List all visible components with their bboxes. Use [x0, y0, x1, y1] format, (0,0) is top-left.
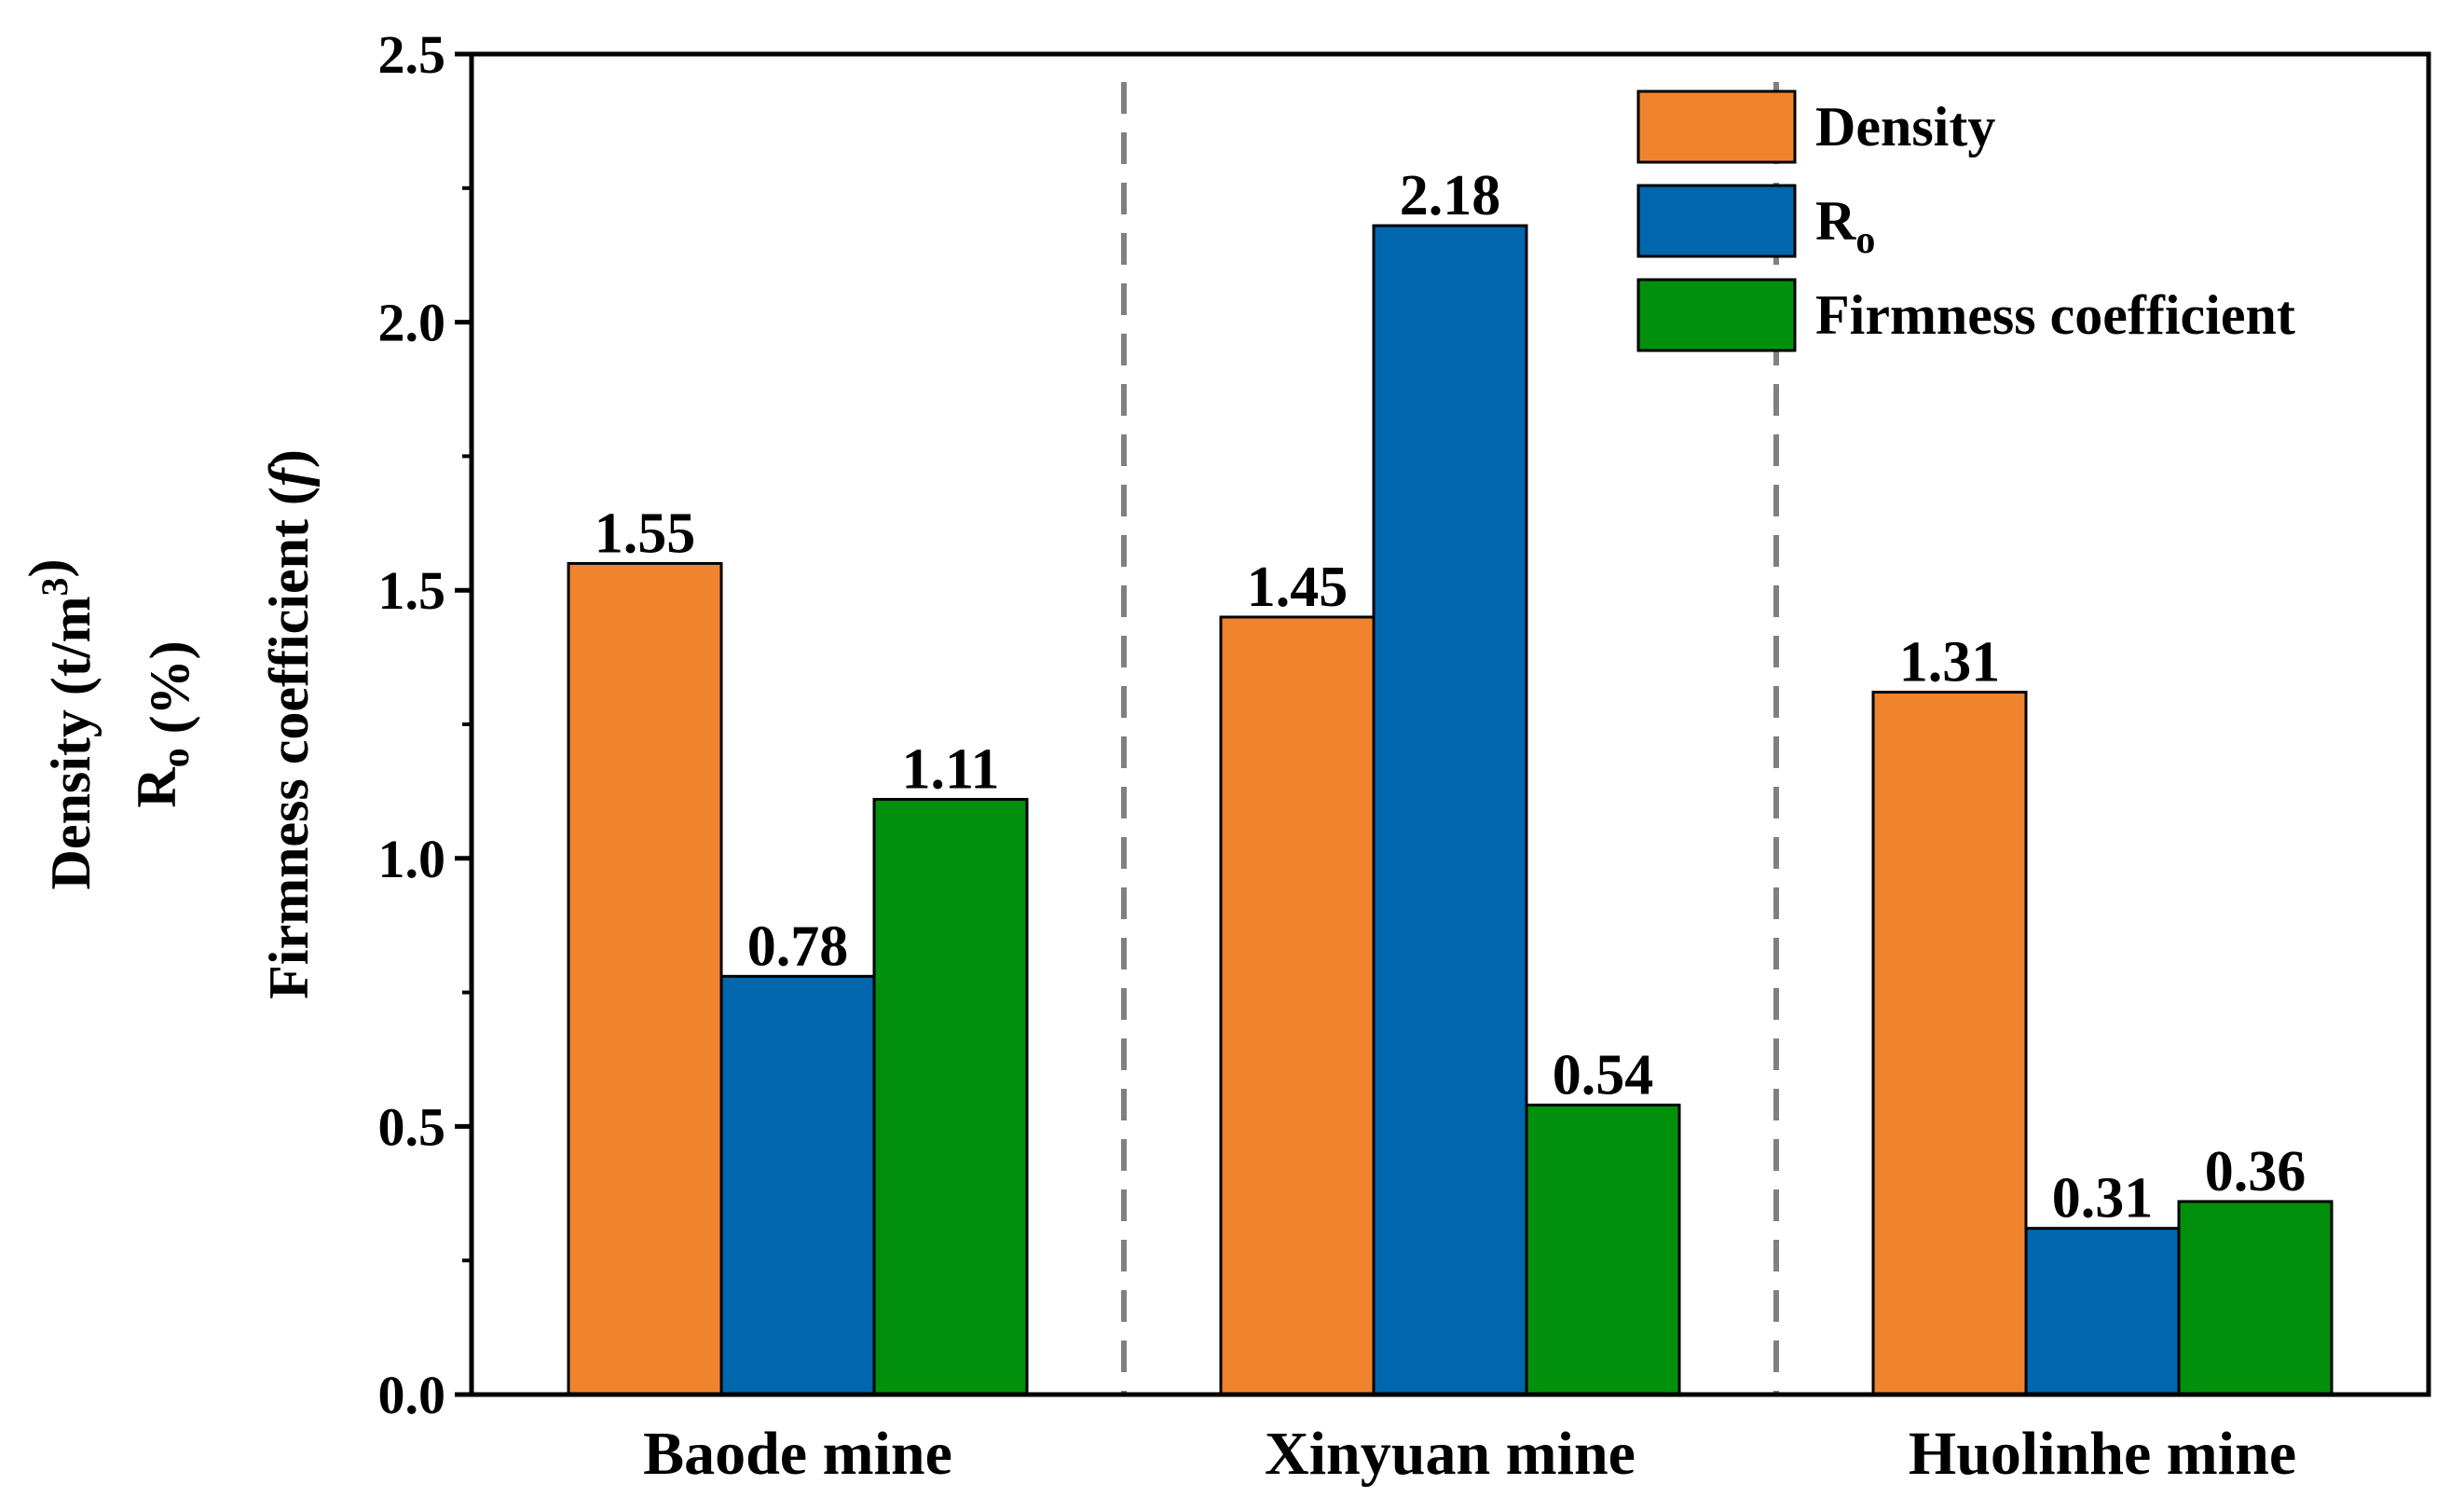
y-axis-title: Density (t/m3) Ro (%) Firmness coefficient… [18, 449, 320, 999]
y-axis-title-line: Density (t/m3) [18, 559, 102, 890]
bar-firmness-coefficient-huolinhe-mine [2177, 1200, 2334, 1396]
data-label: 0.78 [747, 914, 849, 978]
data-label: 0.31 [2052, 1167, 2154, 1230]
bar-firmness-coefficient-baode-mine [872, 798, 1029, 1396]
legend: Density Ro Firmness coefficient [1636, 89, 2295, 352]
legend-label: Firmness coefficient [1815, 284, 2295, 346]
y-axis-ticks: 0.0 0.5 1.0 1.5 2.0 2.5 [378, 24, 472, 1425]
legend-swatch [1636, 89, 1797, 164]
data-label: 0.54 [1553, 1043, 1654, 1107]
x-category-label: Huolinhe mine [1909, 1420, 2296, 1488]
bar-r-huolinhe-mine [2024, 1227, 2181, 1396]
y-axis-title-line: Ro (%) [126, 640, 200, 807]
data-label: 2.18 [1400, 164, 1501, 227]
bar-density-huolinhe-mine [1871, 690, 2028, 1396]
legend-label: Ro [1815, 190, 1875, 262]
data-label: 1.31 [1899, 630, 2001, 694]
x-category-label: Xinyuan mine [1265, 1420, 1636, 1488]
legend-label: Density [1815, 96, 1995, 158]
x-category-label: Baode mine [643, 1420, 952, 1488]
data-label: 0.36 [2205, 1140, 2307, 1203]
data-label: 1.45 [1247, 556, 1348, 619]
y-axis-title-line: Firmness coefficient (f) [258, 449, 320, 999]
y-tick-label: 0.0 [378, 1365, 446, 1425]
bar-density-baode-mine [567, 561, 723, 1396]
y-tick-label: 0.5 [378, 1096, 446, 1157]
legend-swatch [1636, 278, 1797, 352]
x-axis-category-labels: Baode mine Xinyuan mine Huolinhe mine [643, 1420, 2296, 1488]
y-tick-label: 1.0 [378, 829, 446, 889]
y-tick-label: 2.0 [378, 293, 446, 353]
bar-r-xinyuan-mine [1372, 224, 1528, 1396]
bar-r-baode-mine [719, 974, 876, 1396]
legend-swatch [1636, 184, 1797, 258]
bar-firmness-coefficient-xinyuan-mine [1525, 1103, 1681, 1396]
value-labels-layer: 1.55 0.78 1.11 1.45 2.18 0.54 1.31 0.31 0.36 [595, 164, 2307, 1230]
data-label: 1.11 [901, 738, 999, 802]
y-tick-label: 1.5 [378, 560, 446, 621]
y-tick-label: 2.5 [378, 24, 446, 85]
bar-density-xinyuan-mine [1219, 615, 1376, 1396]
data-label: 1.55 [595, 502, 696, 565]
